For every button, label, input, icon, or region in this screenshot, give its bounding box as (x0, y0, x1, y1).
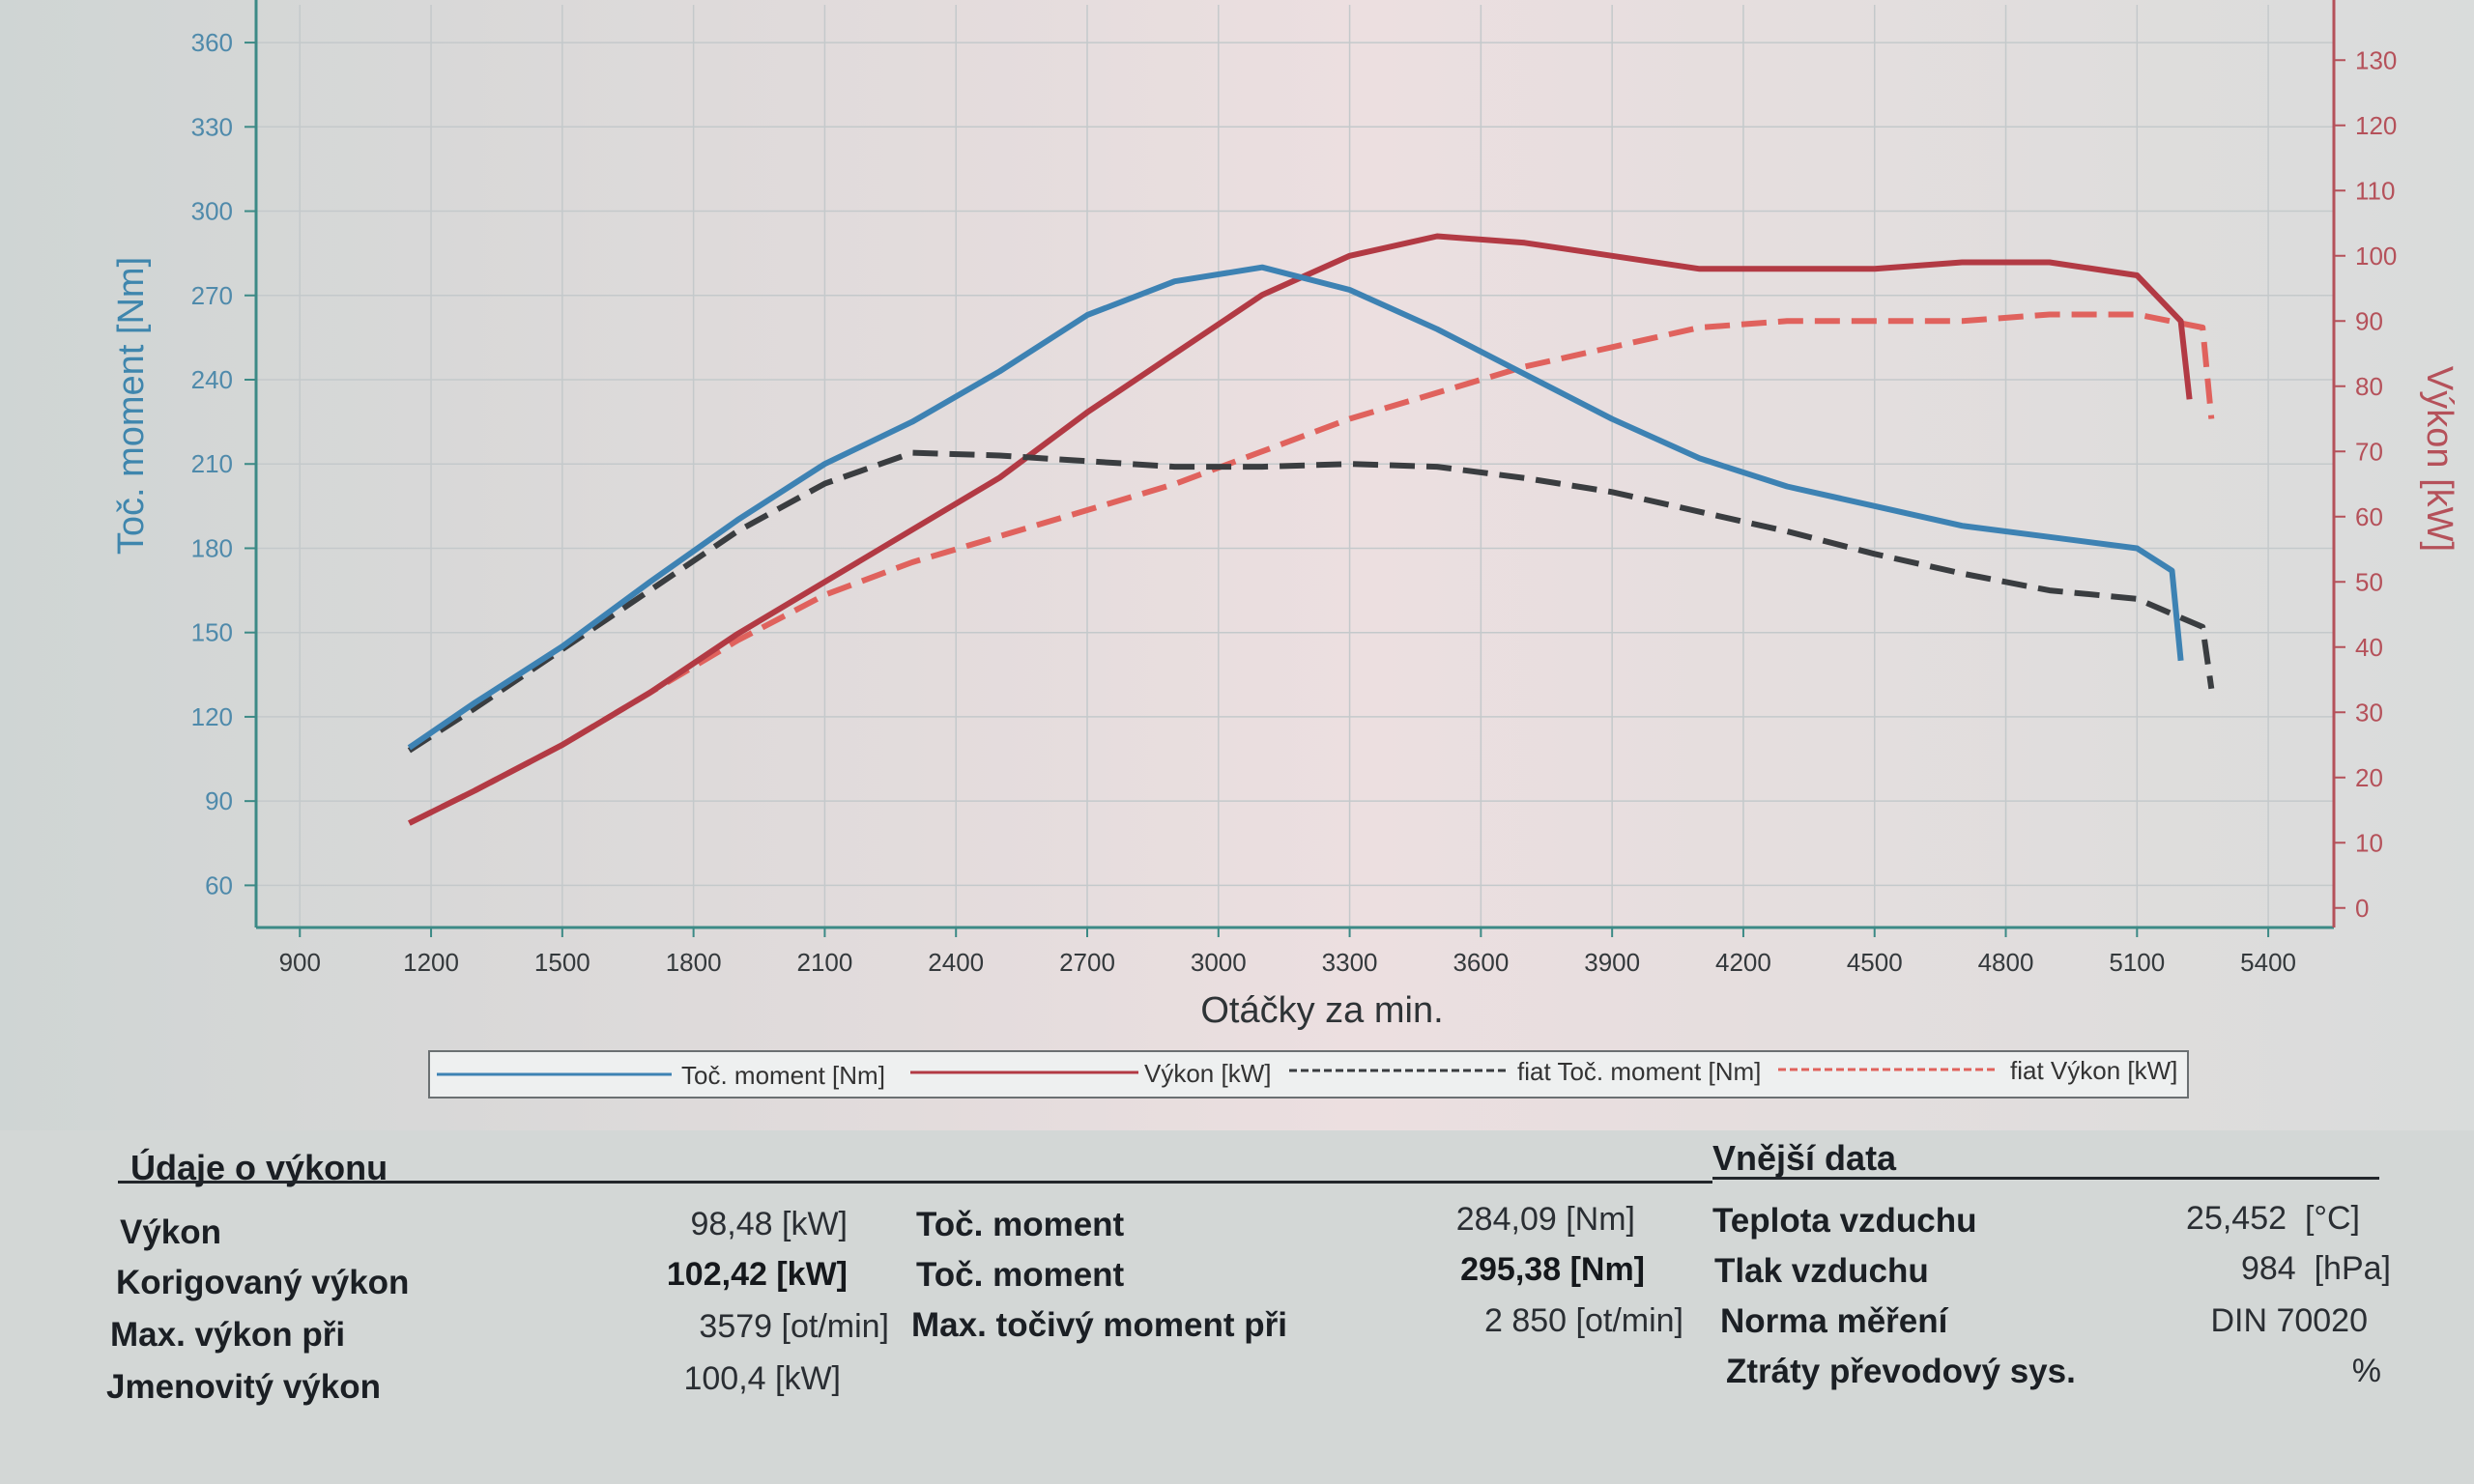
x-tick-label: 2700 (1059, 948, 1115, 977)
x-tick-label: 5400 (2240, 948, 2296, 977)
x-tick-label: 3300 (1322, 948, 1378, 977)
y-right-tick-label: 0 (2355, 894, 2369, 923)
legend-label-torque: Toč. moment [Nm] (681, 1061, 885, 1090)
y-right-axis-label: Výkon [kW] (2419, 366, 2460, 552)
perf-value-toc-moment-2: 295,38 [Nm] (1460, 1251, 1645, 1288)
x-tick-label: 4500 (1847, 948, 1903, 977)
ext-label-tlak: Tlak vzduchu (1714, 1252, 1929, 1290)
perf-value-toc-moment: 284,09 [Nm] (1455, 1201, 1635, 1238)
y-right-tick-label: 90 (2355, 306, 2383, 335)
y-right-tick-label: 20 (2355, 763, 2383, 792)
ext-value-norma: DIN 70020 (2210, 1302, 2368, 1339)
y-left-tick-label: 180 (191, 533, 233, 562)
x-tick-label: 4200 (1715, 948, 1771, 977)
y-right-tick-label: 30 (2355, 698, 2383, 727)
x-tick-label: 2100 (796, 948, 852, 977)
perf-label-vykon: Výkon (120, 1213, 222, 1251)
performance-rule (118, 1181, 1712, 1184)
x-tick-label: 3000 (1191, 948, 1247, 977)
y-left-tick-label: 240 (191, 365, 233, 394)
y-left-tick-label: 300 (191, 197, 233, 226)
y-right-tick-label: 40 (2355, 633, 2383, 662)
y-right-tick-label: 100 (2355, 242, 2397, 271)
perf-value-max-moment: 2 850 [ot/min] (1483, 1302, 1683, 1339)
perf-label-toc-moment: Toč. moment (916, 1206, 1125, 1243)
perf-label-max-vykon: Max. výkon při (110, 1316, 346, 1354)
perf-value-vykon: 98,48 [kW] (690, 1206, 848, 1242)
ext-label-teplota: Teplota vzduchu (1712, 1202, 1977, 1240)
perf-label-max-moment: Max. točivý moment při (911, 1306, 1287, 1344)
y-right-tick-label: 110 (2355, 176, 2395, 205)
x-tick-label: 3600 (1453, 948, 1509, 977)
y-right-tick-label: 60 (2355, 502, 2383, 531)
ext-label-ztraty: Ztráty převodový sys. (1726, 1353, 2076, 1390)
dyno-chart: 900 1200 1500 1800 2100 2400 2700 3000 3300 3600 3… (0, 0, 2474, 1130)
x-tick-label: 5100 (2109, 948, 2165, 977)
y-left-tick-label: 120 (191, 702, 233, 731)
y-left-tick-label: 90 (205, 786, 233, 815)
external-rule (1712, 1177, 2379, 1180)
perf-value-korigovany: 102,42 [kW] (666, 1256, 848, 1293)
perf-label-korigovany: Korigovaný výkon (116, 1264, 410, 1301)
x-tick-label: 1200 (403, 948, 459, 977)
series-line-power (408, 233, 2193, 826)
perf-value-jmenovity: 100,4 [kW] (683, 1360, 841, 1397)
y-right-tick-label: 50 (2355, 567, 2383, 596)
y-right-tick-label: 80 (2355, 372, 2383, 401)
series-line-orig-power (408, 311, 2215, 826)
x-tick-label: 1500 (534, 948, 590, 977)
legend-label-power: Výkon [kW] (1144, 1059, 1271, 1088)
y-left-tick-label: 360 (191, 28, 233, 57)
legend: Toč. moment [Nm] Výkon [kW] fiat Toč. mo… (428, 1050, 2189, 1099)
y-right-tick-label: 130 (2355, 45, 2397, 74)
x-tick-label: 3900 (1584, 948, 1640, 977)
perf-label-jmenovity: Jmenovitý výkon (106, 1368, 381, 1406)
y-left-tick-label: 330 (191, 112, 233, 141)
series-line-torque (407, 264, 2184, 751)
y-left-tick-label: 60 (205, 870, 233, 899)
ext-label-norma: Norma měření (1720, 1302, 1948, 1340)
y-right-tick-label: 70 (2355, 437, 2383, 466)
legend-label-orig-power: fiat Výkon [kW] (2010, 1056, 2177, 1085)
ext-value-ztraty: % (2351, 1353, 2381, 1389)
x-axis-label: Otáčky za min. (1200, 990, 1443, 1031)
y-right-tick-label: 120 (2355, 111, 2397, 140)
y-left-tick-label: 150 (191, 618, 233, 647)
legend-label-orig-torque: fiat Toč. moment [Nm] (1517, 1057, 1761, 1086)
y-left-tick-label: 210 (191, 449, 233, 478)
x-tick-label: 1800 (666, 948, 722, 977)
x-tick-label: 900 (279, 948, 321, 977)
external-title: Vnější data (1712, 1138, 1897, 1178)
ext-value-teplota: 25,452 [°C] (2186, 1200, 2360, 1237)
y-left-tick-label: 270 (191, 281, 233, 310)
ext-value-tlak: 984 [hPa] (2240, 1250, 2391, 1287)
perf-label-toc-moment-2: Toč. moment (916, 1256, 1125, 1294)
x-tick-label: 4800 (1978, 948, 2034, 977)
y-left-axis-label: Toč. moment [Nm] (111, 257, 152, 555)
x-tick-label: 2400 (928, 948, 984, 977)
perf-value-max-vykon: 3579 [ot/min] (699, 1308, 889, 1345)
y-right-tick-label: 10 (2355, 828, 2383, 857)
